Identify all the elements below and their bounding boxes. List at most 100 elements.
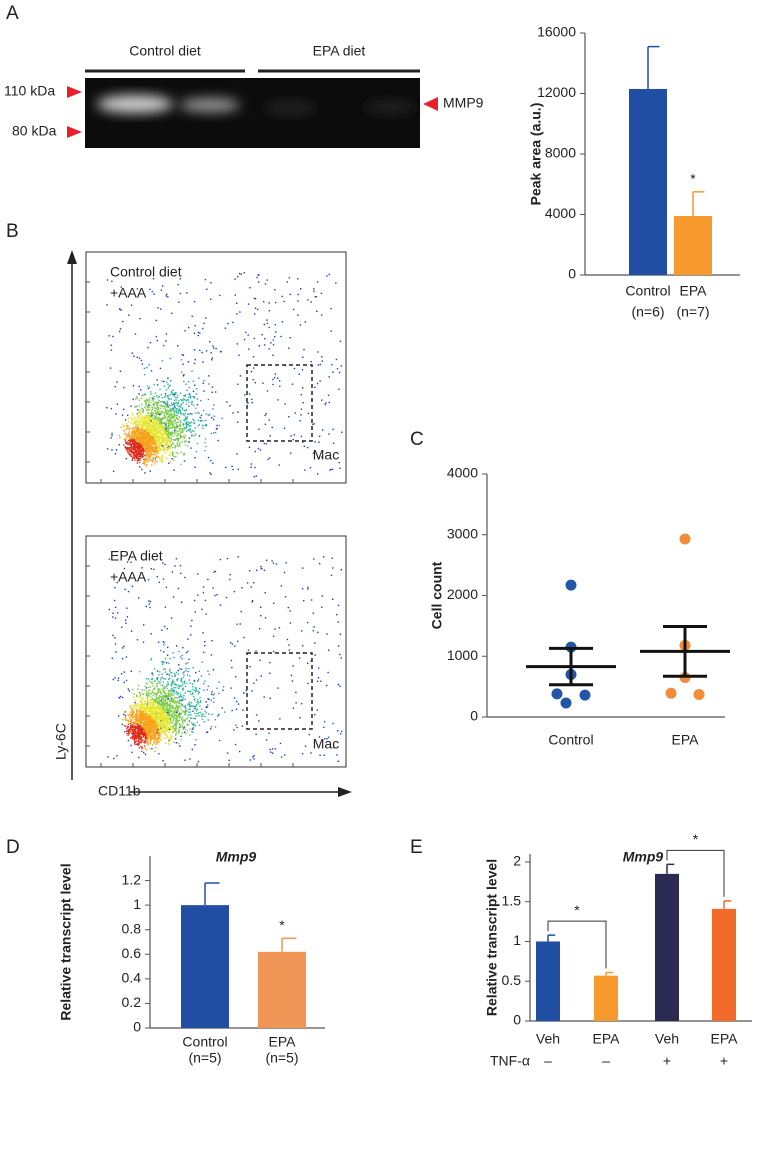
flow-event (302, 645, 304, 647)
flow-event (161, 629, 163, 631)
flow-event (159, 459, 162, 462)
flow-event (153, 442, 156, 444)
flow-event (158, 698, 160, 700)
flow-event (286, 638, 289, 641)
flow-event (136, 710, 138, 712)
flow-event (146, 422, 148, 424)
flow-event (143, 449, 145, 452)
flow-event (157, 442, 160, 444)
flow-event (145, 428, 147, 431)
flow-event (145, 401, 147, 403)
flow-event (141, 419, 143, 421)
flow-event (340, 730, 343, 733)
flow-event (253, 755, 255, 757)
flow-event (149, 404, 151, 406)
flow-event (181, 601, 183, 603)
flow-event (198, 670, 200, 672)
flow-event (129, 717, 131, 719)
flow-event (177, 402, 179, 404)
flow-plot-label: +AAA (110, 285, 147, 301)
flow-event (153, 434, 155, 437)
flow-event (144, 685, 146, 688)
flow-event (123, 724, 126, 727)
flow-event (170, 426, 172, 429)
flow-event (172, 426, 174, 428)
flow-event (139, 457, 141, 460)
flow-event (134, 451, 136, 453)
flow-event (127, 435, 129, 437)
flow-event (189, 717, 191, 719)
flow-event (134, 422, 137, 424)
flow-event (148, 399, 150, 401)
flow-event (123, 429, 125, 431)
flow-event (163, 728, 165, 730)
flow-event (172, 701, 175, 703)
flow-event (154, 715, 157, 717)
flow-event (144, 447, 146, 449)
flow-event (166, 381, 168, 383)
flow-event (153, 429, 156, 431)
flow-event (317, 473, 319, 475)
flow-event (316, 310, 318, 312)
flow-event (157, 307, 159, 309)
flow-event (314, 386, 316, 388)
gate (246, 364, 313, 442)
flow-event (237, 275, 239, 278)
flow-event (123, 671, 125, 673)
flow-event (148, 701, 151, 703)
flow-event (264, 617, 267, 619)
flow-event (162, 705, 164, 707)
flow-event (125, 725, 127, 728)
flow-event (131, 736, 133, 738)
flow-event (339, 653, 341, 656)
flow-event (137, 684, 140, 687)
flow-event (124, 719, 126, 721)
flow-event (155, 421, 158, 423)
flow-event (202, 382, 204, 384)
flow-event (303, 445, 305, 447)
flow-event (187, 650, 189, 652)
flow-event (135, 439, 138, 441)
flow-event (134, 459, 136, 461)
flow-event (258, 720, 260, 722)
flow-event (157, 707, 160, 709)
flow-event (142, 739, 144, 742)
flow-event (171, 420, 173, 422)
flow-event (168, 718, 170, 720)
flow-event (167, 731, 170, 733)
flow-event (150, 454, 152, 457)
flow-event (156, 685, 158, 688)
flow-event (330, 468, 332, 471)
flow-event (127, 443, 129, 445)
flow-event (179, 278, 181, 280)
flow-event (179, 726, 181, 729)
flow-event (142, 441, 144, 443)
flow-event (143, 433, 146, 435)
flow-event (266, 319, 268, 321)
flow-event (169, 702, 171, 705)
flow-event (166, 458, 168, 460)
flow-event (301, 587, 304, 590)
flow-event (139, 725, 141, 727)
flow-event (106, 279, 109, 281)
flow-event (162, 562, 164, 564)
flow-event (199, 705, 201, 707)
flow-event (137, 719, 139, 721)
flow-event (265, 443, 267, 445)
flow-event (167, 429, 170, 431)
flow-event (202, 427, 204, 429)
flow-event (247, 334, 249, 336)
flow-event (214, 726, 217, 728)
flow-event (182, 375, 185, 377)
flow-event (291, 383, 294, 385)
flow-event (133, 722, 136, 724)
flow-event (112, 335, 114, 338)
flow-event (180, 677, 183, 679)
flow-event (266, 390, 269, 392)
flow-event (128, 442, 130, 444)
flow-event (124, 716, 126, 719)
flow-event (231, 643, 234, 645)
flow-event (310, 752, 312, 754)
flow-event (135, 452, 137, 454)
flow-event (157, 641, 160, 643)
